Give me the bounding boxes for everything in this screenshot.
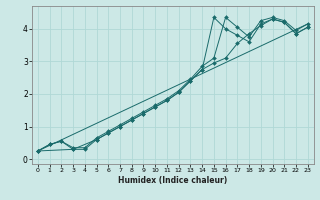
X-axis label: Humidex (Indice chaleur): Humidex (Indice chaleur) bbox=[118, 176, 228, 185]
